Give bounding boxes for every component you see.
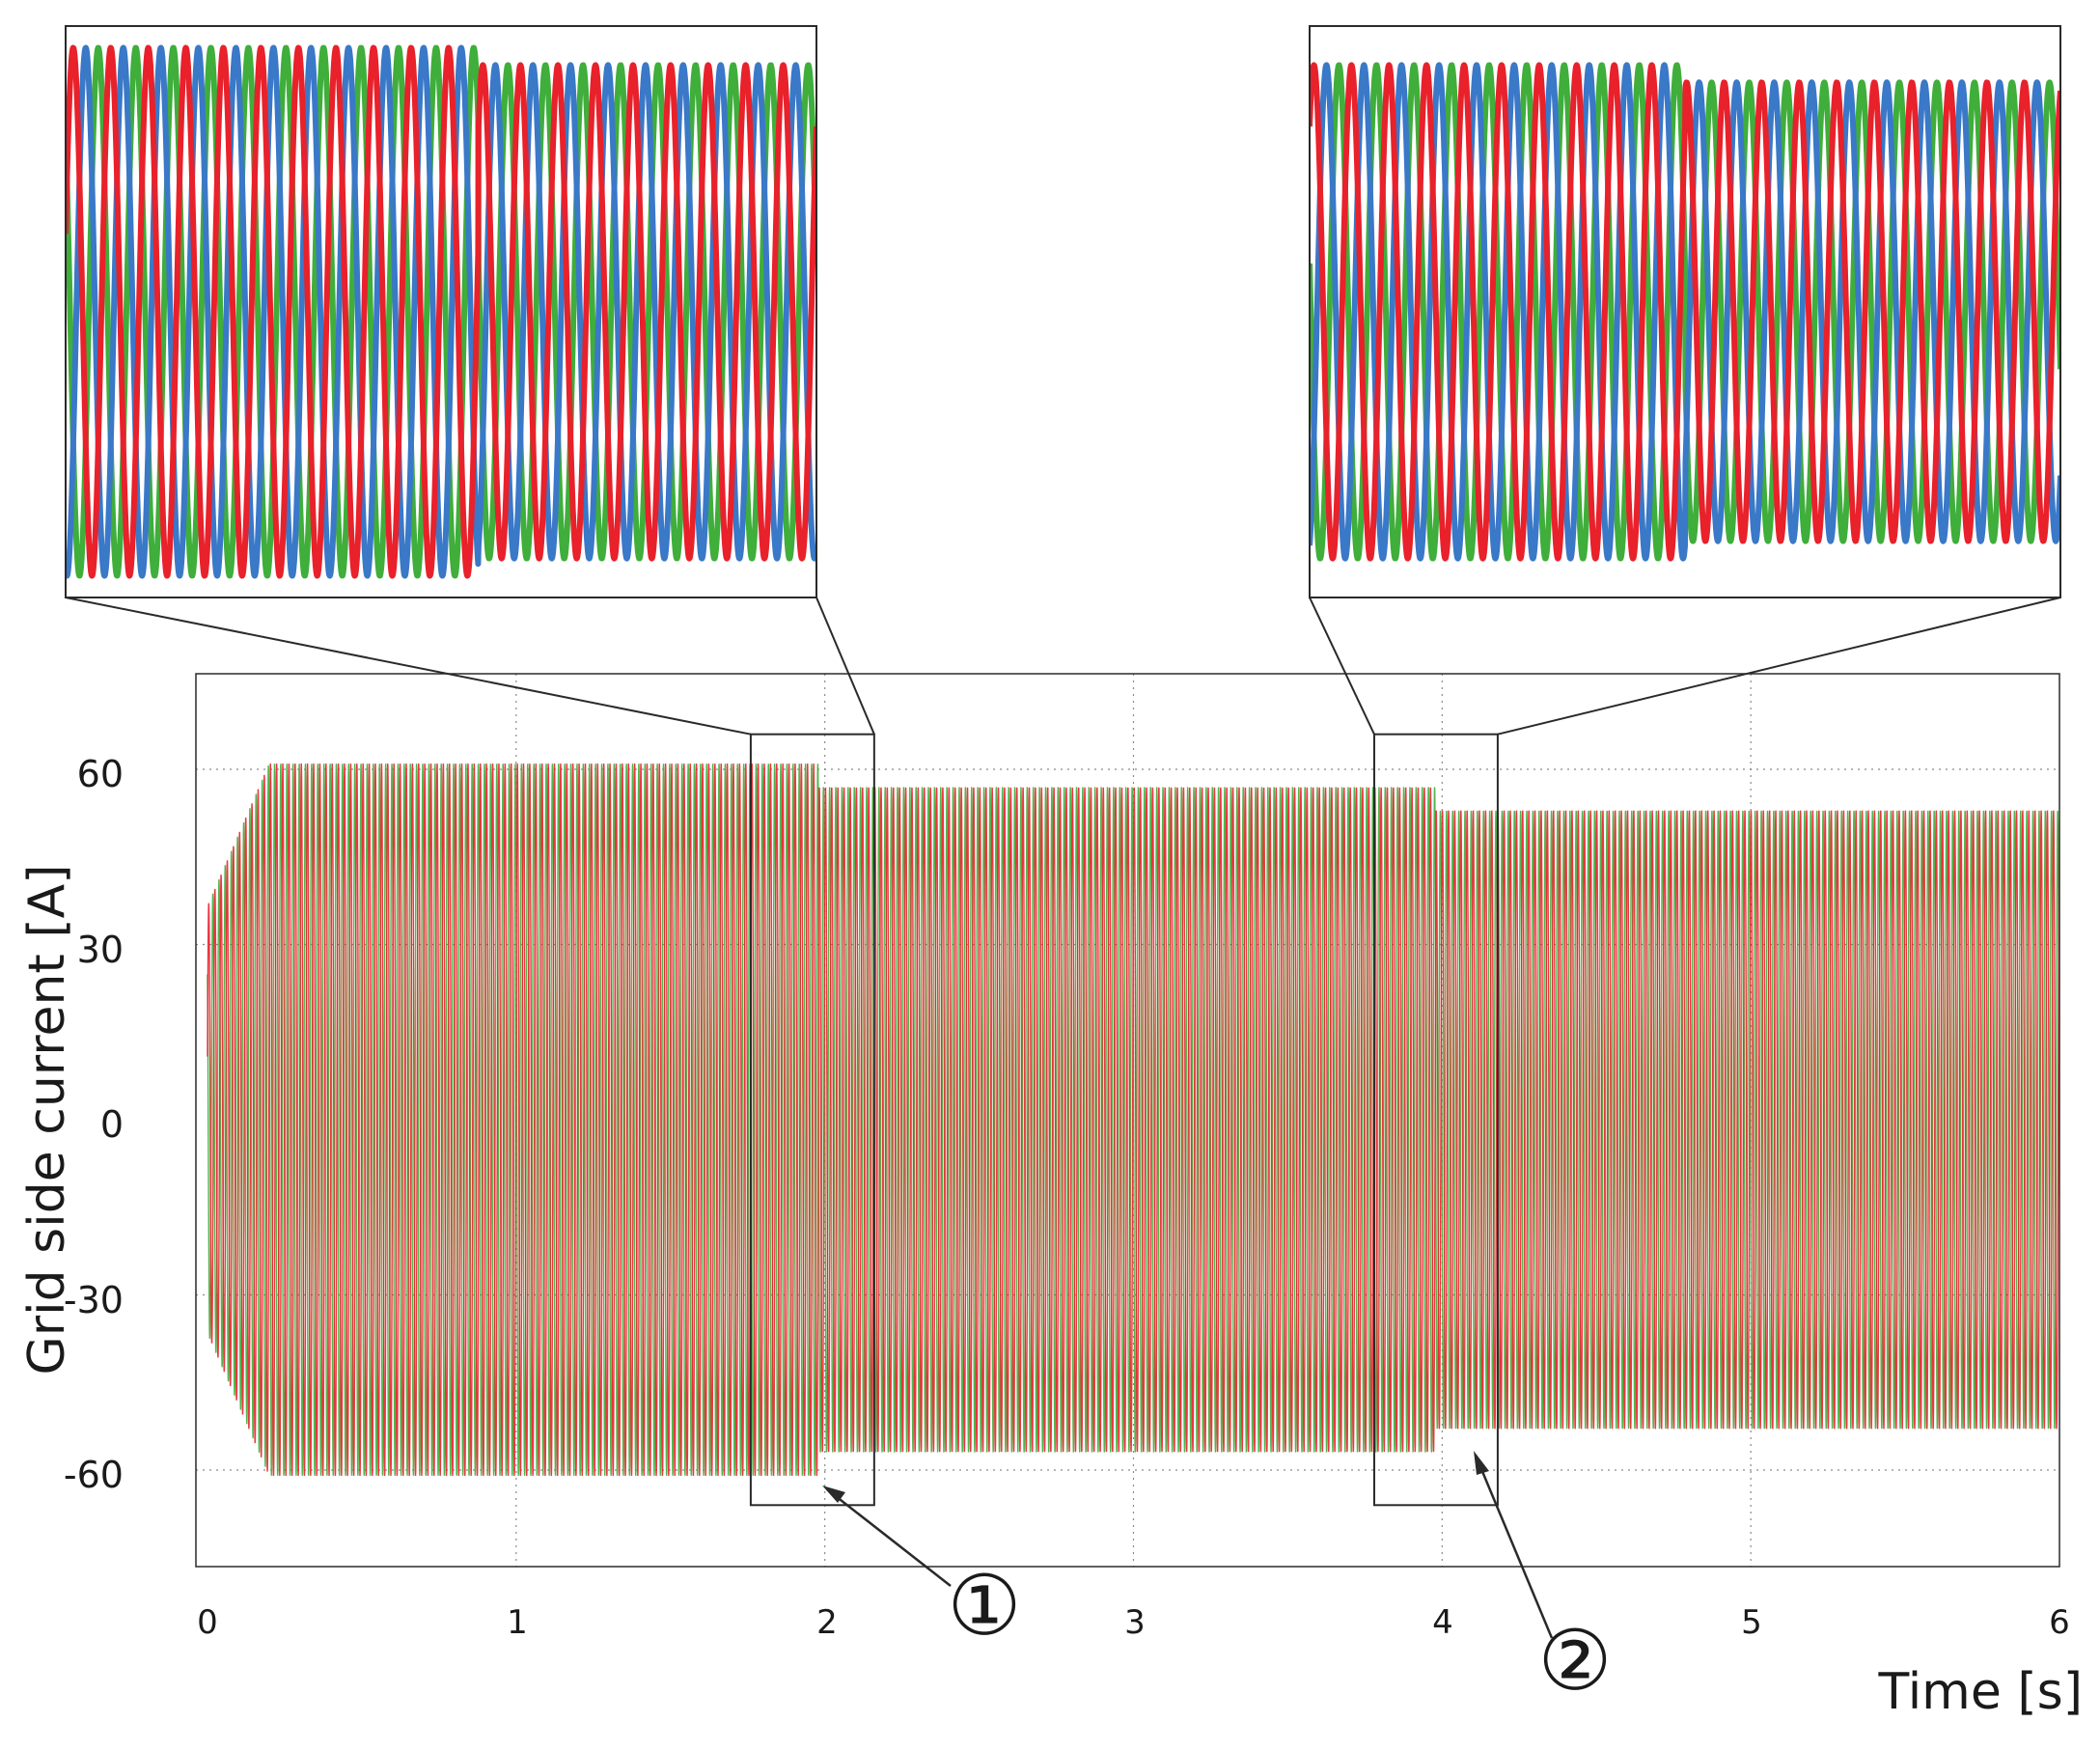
y-axis-label: Grid side current [A] (18, 865, 76, 1375)
zoom-connector-line (815, 597, 875, 736)
annotation-1-marker: ① (947, 1558, 1021, 1654)
y-tick-labels: 60 30 0 -30 -60 (64, 753, 124, 1496)
series-line-zoom (1310, 62, 2060, 562)
series-line-zoom (1310, 62, 2060, 562)
zoom-inset-1-frame (65, 25, 817, 598)
x-tick-label: 3 (1124, 1603, 1146, 1642)
x-tick-label: 6 (2049, 1603, 2070, 1642)
zoom-inset-2-traces (1310, 62, 2060, 562)
zoom-inset-2-frame (1309, 25, 2061, 598)
x-tick-label: 2 (816, 1603, 838, 1642)
zoom-connector-line (1497, 597, 2061, 736)
zoom-connector-line (1309, 597, 1375, 736)
y-tick-label: -30 (64, 1279, 124, 1321)
y-tick-label: 0 (100, 1103, 124, 1146)
main-plot-frame (195, 673, 2060, 1568)
x-tick-labels: 0 1 2 3 4 5 6 (197, 1603, 2070, 1642)
y-tick-label: 30 (77, 929, 124, 971)
y-tick-label: 60 (77, 753, 124, 795)
x-tick-label: 5 (1741, 1603, 1762, 1642)
annotation-2-marker: ② (1537, 1613, 1612, 1709)
zoom-window-1-frame (749, 733, 875, 1507)
zoom-connector-line (65, 597, 752, 736)
annotation-2-arrow (1475, 1457, 1554, 1639)
annotation-1-arrow (826, 1488, 952, 1587)
series-line-zoom (1310, 62, 2060, 562)
zoom-window-2-frame (1372, 733, 1499, 1507)
x-tick-label: 0 (197, 1603, 218, 1642)
annotation-2-arrowhead (1474, 1451, 1489, 1475)
annotation-1-arrowhead (822, 1486, 845, 1503)
x-tick-label: 4 (1432, 1603, 1453, 1642)
x-tick-label: 1 (507, 1603, 528, 1642)
zoom-inset-1-traces (66, 44, 816, 579)
x-axis-label: Time [s] (1878, 1663, 2083, 1721)
series-line-main (207, 763, 2059, 1477)
main-plot-traces (207, 763, 2059, 1477)
y-tick-label: -60 (64, 1454, 124, 1496)
series-line-zoom (66, 44, 816, 579)
